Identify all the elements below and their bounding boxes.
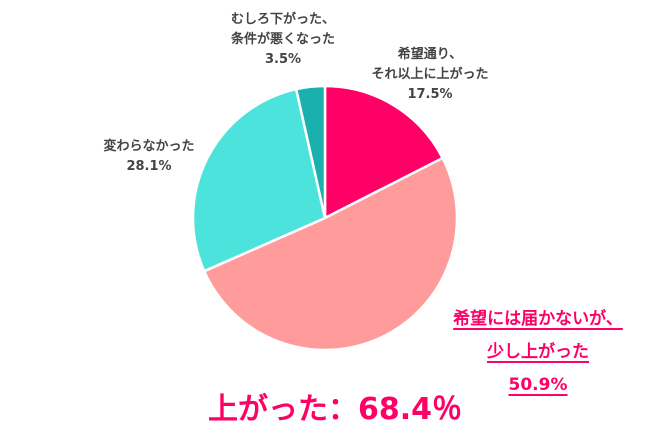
label-worse-line1: むしろ下がった、 — [230, 12, 335, 27]
label-slightly-up-line2: 少し上がった — [487, 342, 589, 362]
pie-slice — [294, 84, 327, 220]
label-worse: むしろ下がった、 条件が悪くなった 3.5% — [228, 10, 338, 70]
label-as-hoped-line1: 希望通り、 — [397, 47, 463, 62]
label-worse-line2: 条件が悪くなった — [230, 32, 335, 47]
label-slightly-up: 希望には届かないが、 少し上がった 50.9% — [418, 303, 650, 402]
label-unchanged: 変わらなかった 28.1% — [94, 137, 204, 177]
pie-slice — [202, 156, 459, 352]
pie-slice — [323, 84, 444, 220]
label-as-hoped-pct: 17.5% — [407, 87, 453, 102]
label-slightly-up-pct: 50.9% — [508, 375, 568, 395]
label-slightly-up-line1: 希望には届かないが、 — [453, 309, 623, 329]
total-raised-annotation: 上がった：68.4％ — [208, 392, 463, 427]
label-unchanged-pct: 28.1% — [126, 159, 172, 174]
label-unchanged-line1: 変わらなかった — [103, 139, 195, 154]
label-worse-pct: 3.5% — [264, 52, 302, 67]
pie-slice — [191, 87, 327, 273]
label-as-hoped-line2: それ以上に上がった — [371, 67, 489, 82]
label-as-hoped: 希望通り、 それ以上に上がった 17.5% — [360, 45, 500, 105]
